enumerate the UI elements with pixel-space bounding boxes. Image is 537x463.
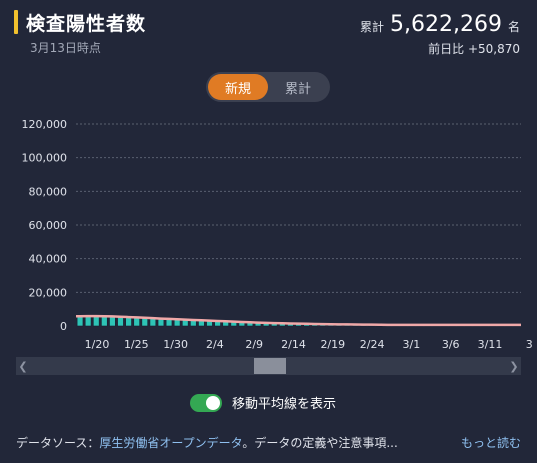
moving-average-toggle-row: 移動平均線を表示: [190, 393, 336, 412]
x-tick-label: 2/14: [281, 338, 306, 351]
data-source-link[interactable]: 厚生労働省オープンデータ: [99, 436, 243, 450]
toggle-cumulative-button[interactable]: 累計: [284, 81, 311, 97]
footer-prefix: データソース：: [16, 436, 100, 450]
chart-grid: [76, 123, 521, 293]
toggle-daily-button[interactable]: 新規: [208, 74, 268, 100]
read-more-link[interactable]: もっと読む: [460, 436, 521, 450]
bar: [109, 316, 116, 327]
bar: [117, 316, 124, 327]
y-tick-label: 40,000: [29, 253, 68, 266]
x-axis-ticks: 1/20 1/25 1/30 2/4 2/9 2/14 2/19 2/24 3/1 3/6 3/11…: [85, 338, 533, 351]
bar: [149, 318, 157, 327]
bar: [125, 316, 132, 327]
y-tick-label: 100,000: [22, 152, 68, 165]
x-tick-label: 1/20: [85, 338, 110, 351]
moving-average-polyline: [76, 314, 521, 327]
total-label: 累計: [360, 20, 385, 34]
y-tick-label: 20,000: [29, 286, 68, 299]
total-summary: 累計 5,622,269 名: [360, 12, 520, 37]
chevron-left-icon[interactable]: ❮: [18, 359, 28, 373]
chevron-right-icon[interactable]: ❯: [509, 359, 519, 373]
view-toggle: 新規 累計: [206, 72, 330, 102]
moving-average-switch[interactable]: [190, 393, 222, 412]
day-over-day-diff: 前日比 +50,870: [428, 42, 520, 56]
x-tick-label: 3/1: [403, 338, 421, 351]
total-value: 5,622,269: [390, 12, 502, 37]
switch-knob: [206, 395, 220, 410]
moving-average-label: 移動平均線を表示: [232, 397, 337, 412]
scrollbar-thumb[interactable]: [254, 358, 286, 374]
x-tick-label: 2/24: [360, 338, 385, 351]
bar: [101, 315, 108, 327]
x-tick-label: 3/6: [442, 338, 460, 351]
x-tick-label: 2/19: [320, 338, 345, 351]
moving-average-line: [76, 314, 521, 327]
total-unit: 名: [507, 20, 520, 34]
y-tick-label: 80,000: [29, 185, 68, 198]
footer-suffix: 。データの定義や注意事項...: [242, 436, 398, 450]
bar: [133, 317, 140, 327]
x-tick-label: 3/11: [478, 338, 503, 351]
title-accent-bar: [14, 10, 18, 34]
bar: [141, 317, 148, 327]
x-tick-label: 1/25: [124, 338, 149, 351]
x-tick-label: 2/9: [245, 338, 263, 351]
footer-note: データソース：厚生労働省オープンデータ。データの定義や注意事項... もっと読む: [16, 434, 521, 451]
x-tick-label: 1/30: [163, 338, 188, 351]
chart-scrollbar[interactable]: ❮ ❯: [16, 357, 521, 375]
page-title: 検査陽性者数: [26, 13, 147, 35]
x-tick-label: 2/4: [206, 338, 224, 351]
as-of-date: 3月13日時点: [30, 41, 101, 55]
y-tick-label: 60,000: [29, 219, 68, 232]
x-tick-label: 3: [526, 338, 533, 351]
y-tick-label: 120,000: [22, 118, 68, 131]
y-tick-label: 0: [60, 320, 67, 333]
y-axis-ticks: 0 20,000 40,000 60,000 80,000 100,000 120,000: [22, 118, 68, 333]
positive-cases-chart: 020,00040,00060,00080,000100,000120,000 …: [22, 118, 533, 351]
